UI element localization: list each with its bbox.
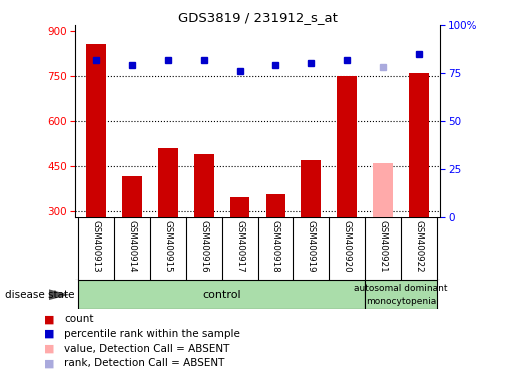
Text: GSM400918: GSM400918 <box>271 220 280 273</box>
Title: GDS3819 / 231912_s_at: GDS3819 / 231912_s_at <box>178 11 337 24</box>
Bar <box>266 194 285 217</box>
Text: ■: ■ <box>44 344 54 354</box>
Text: GSM400919: GSM400919 <box>307 220 316 273</box>
Bar <box>373 163 393 217</box>
Text: percentile rank within the sample: percentile rank within the sample <box>64 329 241 339</box>
Text: GSM400915: GSM400915 <box>163 220 173 273</box>
Bar <box>194 154 214 217</box>
Text: count: count <box>64 314 94 324</box>
Bar <box>158 148 178 217</box>
Text: GSM400920: GSM400920 <box>342 220 352 273</box>
Bar <box>230 197 249 217</box>
Text: ■: ■ <box>44 314 54 324</box>
Text: value, Detection Call = ABSENT: value, Detection Call = ABSENT <box>64 344 230 354</box>
Text: GSM400917: GSM400917 <box>235 220 244 273</box>
Text: monocytopenia: monocytopenia <box>366 296 436 306</box>
Text: GSM400913: GSM400913 <box>92 220 101 273</box>
Text: control: control <box>202 290 241 300</box>
Bar <box>365 280 437 309</box>
Bar <box>301 160 321 217</box>
Bar <box>409 73 428 217</box>
Text: autosomal dominant: autosomal dominant <box>354 284 448 293</box>
Text: ■: ■ <box>44 329 54 339</box>
Text: GSM400916: GSM400916 <box>199 220 208 273</box>
Text: GSM400914: GSM400914 <box>128 220 136 273</box>
Polygon shape <box>49 290 70 300</box>
Bar <box>87 45 106 217</box>
Bar <box>337 76 357 217</box>
Text: rank, Detection Call = ABSENT: rank, Detection Call = ABSENT <box>64 358 225 368</box>
Text: GSM400921: GSM400921 <box>379 220 387 273</box>
Text: GSM400922: GSM400922 <box>414 220 423 273</box>
Text: disease state: disease state <box>5 290 75 300</box>
Bar <box>122 177 142 217</box>
Bar <box>78 280 365 309</box>
Text: ■: ■ <box>44 358 54 368</box>
